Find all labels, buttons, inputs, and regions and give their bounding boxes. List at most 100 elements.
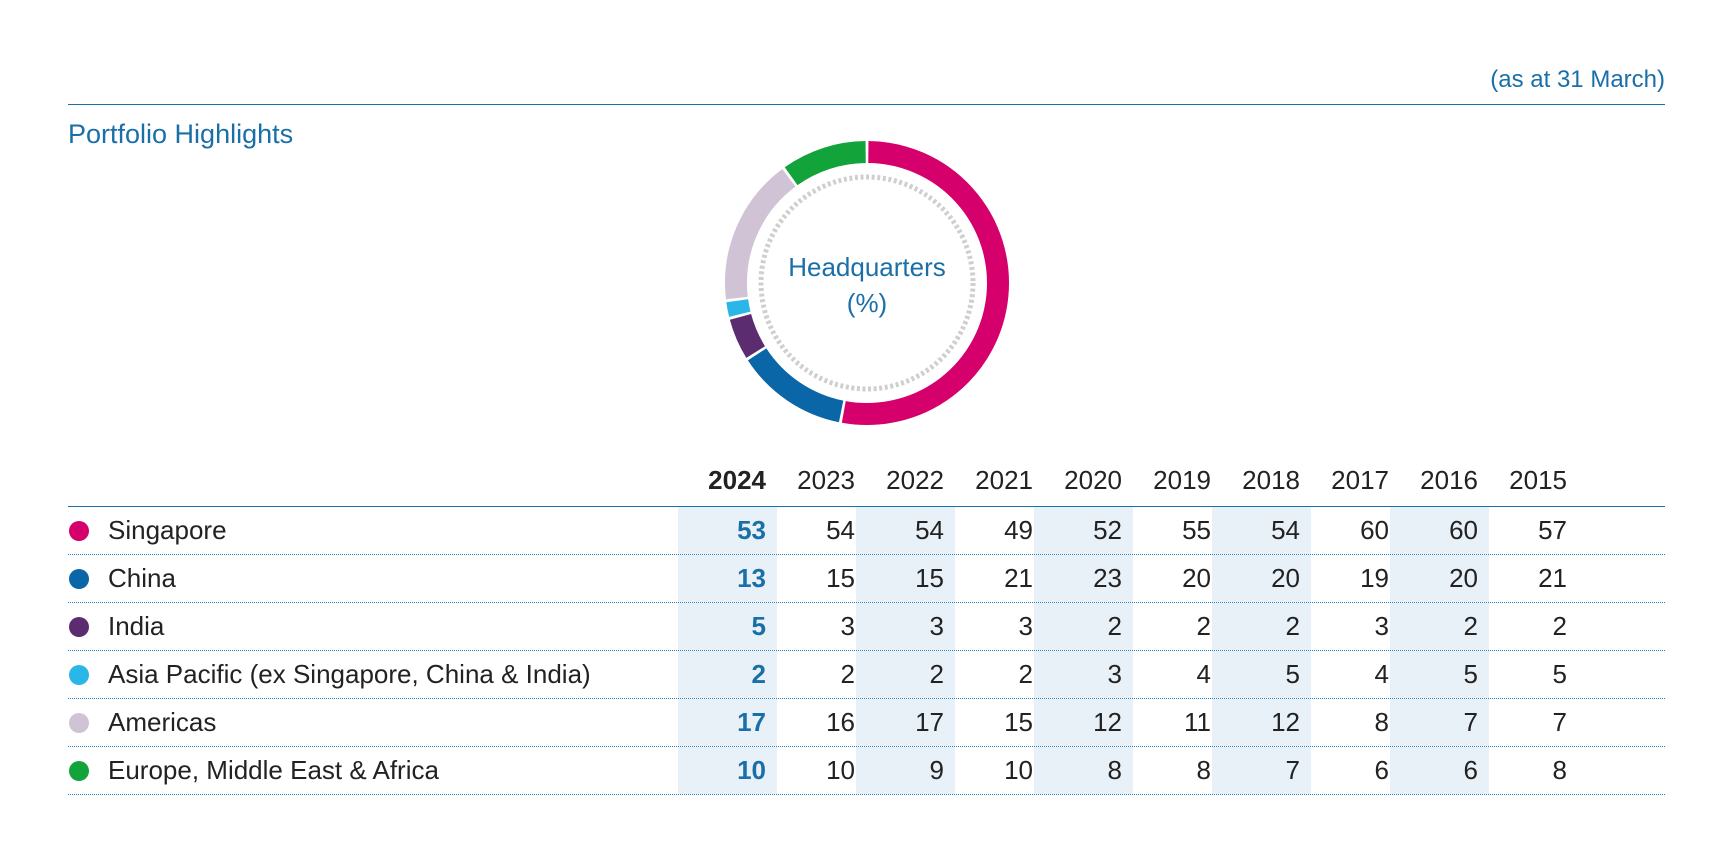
table-body: 53 54 54 49 52 55 54 60 60 57 Singapore 13 15 15 21 23 2…: [68, 507, 1665, 795]
table-cell-2018: 20: [1212, 555, 1311, 602]
table-cell-2019: 55: [1182, 515, 1211, 545]
row-label-group: Asia Pacific (ex Singapore, China & Indi…: [68, 651, 591, 698]
row-label: Asia Pacific (ex Singapore, China & Indi…: [108, 659, 591, 689]
table-cell-2017: 6: [1374, 755, 1389, 785]
table-cell-2020: 52: [1034, 507, 1133, 554]
row-label: Europe, Middle East & Africa: [108, 755, 439, 785]
table-cell-2021: 15: [1004, 707, 1033, 737]
donut-slice-india: [729, 313, 766, 358]
table-row: 13 15 15 21 23 20 20 19 20 21 China: [68, 555, 1665, 603]
donut-slice-asia-pacific-ex-singapore-china-india: [726, 299, 751, 317]
row-label-group: Europe, Middle East & Africa: [68, 747, 439, 794]
table-cell-2024: 17: [678, 699, 777, 746]
row-label-group: Americas: [68, 699, 216, 746]
table-cell-2015: 7: [1552, 707, 1567, 737]
column-header-2024: 2024: [708, 465, 766, 495]
row-label: Americas: [108, 707, 217, 737]
as-at-date-note: (as at 31 March): [1490, 66, 1665, 93]
table-cell-2016: 20: [1390, 555, 1489, 602]
table-cell-2023: 2: [840, 659, 855, 689]
table-cell-2015: 8: [1552, 755, 1567, 785]
table-cell-2021: 10: [1004, 755, 1033, 785]
table-cell-2018: 54: [1212, 507, 1311, 554]
table-row: 5 3 3 3 2 2 2 3 2 2 India: [68, 603, 1665, 651]
table-cell-2015: 57: [1538, 515, 1567, 545]
row-label-group: India: [68, 603, 164, 650]
table-cell-2022: 15: [856, 555, 955, 602]
donut-unit: (%): [846, 288, 888, 318]
donut-slice-china: [747, 348, 844, 423]
table-header-row: 2024 2023 2022 2021 2020 2019 2018 2017 2016 2015: [68, 458, 1665, 507]
table-cell-2022: 54: [856, 507, 955, 554]
table-cell-2022: 17: [856, 699, 955, 746]
headquarters-table: 2024 2023 2022 2021 2020 2019 2018 2017 2016 2015…: [68, 458, 1665, 795]
donut-slice-americas: [725, 169, 796, 300]
table-cell-2021: 2: [1018, 659, 1033, 689]
table-cell-2022: 9: [856, 747, 955, 794]
table-cell-2019: 2: [1196, 611, 1211, 641]
column-header-2021: 2021: [975, 465, 1033, 495]
table-cell-2023: 15: [826, 563, 855, 593]
table-cell-2015: 21: [1538, 563, 1567, 593]
column-header-2020: 2020: [1064, 465, 1122, 495]
table-cell-2020: 12: [1034, 699, 1133, 746]
column-header-2022: 2022: [886, 465, 944, 495]
table-cell-2018: 5: [1212, 651, 1311, 698]
donut-slice-europe-middle-east-africa: [784, 141, 867, 186]
table-cell-2016: 2: [1390, 603, 1489, 650]
column-header-2019: 2019: [1153, 465, 1211, 495]
table-cell-2023: 10: [826, 755, 855, 785]
column-header-2023: 2023: [797, 465, 855, 495]
table-cell-2023: 16: [826, 707, 855, 737]
table-cell-2024: 13: [678, 555, 777, 602]
table-cell-2019: 20: [1182, 563, 1211, 593]
table-cell-2021: 49: [1004, 515, 1033, 545]
table-cell-2019: 4: [1196, 659, 1211, 689]
column-header-2018: 2018: [1242, 465, 1300, 495]
table-cell-2016: 60: [1390, 507, 1489, 554]
legend-dot-icon: [69, 520, 89, 541]
table-cell-2024: 10: [678, 747, 777, 794]
table-cell-2020: 3: [1034, 651, 1133, 698]
column-header-2017: 2017: [1331, 465, 1389, 495]
table-cell-2024: 2: [678, 651, 777, 698]
table-cell-2023: 3: [840, 611, 855, 641]
table-row: 10 10 9 10 8 8 7 6 6 8 Europe, Middle East & Afric…: [68, 747, 1665, 795]
table-cell-2020: 23: [1034, 555, 1133, 602]
table-row: 2 2 2 2 3 4 5 4 5 5 Asia Pacific (ex Singapore, Ch…: [68, 651, 1665, 699]
row-label: China: [108, 563, 176, 593]
table-cell-2024: 53: [678, 507, 777, 554]
row-label: Singapore: [108, 515, 227, 545]
table-cell-2021: 21: [1004, 563, 1033, 593]
table-cell-2021: 3: [1018, 611, 1033, 641]
table-cell-2018: 7: [1212, 747, 1311, 794]
table-cell-2016: 6: [1390, 747, 1489, 794]
legend-dot-icon: [69, 616, 89, 637]
header-divider: [68, 104, 1665, 105]
table-cell-2017: 60: [1360, 515, 1389, 545]
column-header-2016: 2016: [1420, 465, 1478, 495]
table-cell-2016: 7: [1390, 699, 1489, 746]
table-cell-2017: 19: [1360, 563, 1389, 593]
row-label: India: [108, 611, 165, 641]
table-row: 17 16 17 15 12 11 12 8 7 7 Americas: [68, 699, 1665, 747]
table-cell-2017: 8: [1374, 707, 1389, 737]
donut-center-label: Headquarters (%): [742, 249, 992, 321]
table-cell-2024: 5: [678, 603, 777, 650]
section-title: Portfolio Highlights: [68, 119, 294, 149]
table-cell-2020: 8: [1034, 747, 1133, 794]
row-label-group: Singapore: [68, 507, 227, 554]
table-row: 53 54 54 49 52 55 54 60 60 57 Singapore: [68, 507, 1665, 555]
headquarters-donut-chart: [725, 141, 1009, 425]
legend-dot-icon: [69, 568, 89, 589]
table-cell-2020: 2: [1034, 603, 1133, 650]
row-label-group: China: [68, 555, 176, 602]
legend-dot-icon: [69, 664, 89, 685]
table-cell-2015: 5: [1552, 659, 1567, 689]
table-cell-2017: 3: [1374, 611, 1389, 641]
table-cell-2017: 4: [1374, 659, 1389, 689]
table-cell-2015: 2: [1552, 611, 1567, 641]
legend-dot-icon: [69, 712, 89, 733]
column-header-2015: 2015: [1509, 465, 1567, 495]
table-cell-2019: 8: [1196, 755, 1211, 785]
